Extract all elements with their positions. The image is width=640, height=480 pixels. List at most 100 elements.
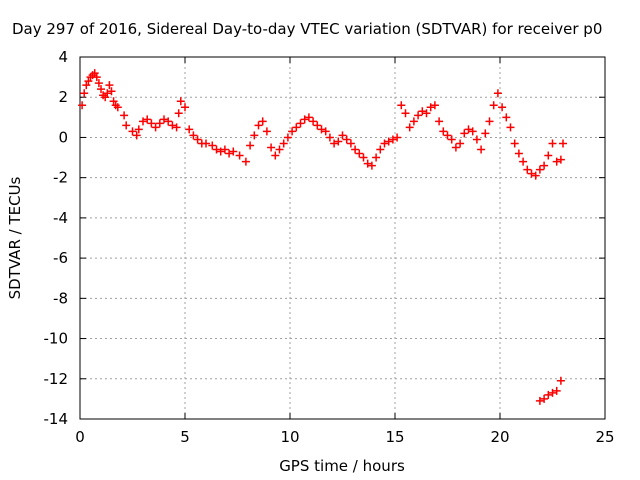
data-point	[246, 141, 255, 150]
data-point	[535, 165, 544, 174]
data-point	[414, 111, 423, 120]
data-point	[359, 153, 368, 162]
data-point	[78, 101, 87, 110]
data-point	[288, 127, 297, 136]
data-point	[84, 77, 93, 86]
data-point	[510, 139, 519, 148]
data-point	[103, 89, 112, 98]
data-point	[544, 151, 553, 160]
data-point	[506, 123, 515, 132]
y-tick-label: -8	[53, 289, 68, 307]
data-point	[367, 161, 376, 170]
data-point	[174, 109, 183, 118]
data-point	[172, 123, 181, 132]
data-point	[338, 131, 347, 140]
data-point	[401, 109, 410, 118]
data-point	[283, 133, 292, 142]
data-point	[418, 107, 427, 116]
data-point	[384, 137, 393, 146]
data-point	[168, 121, 177, 130]
data-point	[143, 115, 152, 124]
data-point	[151, 123, 160, 132]
data-point	[527, 169, 536, 178]
data-point	[262, 127, 271, 136]
x-tick-label: 15	[385, 428, 404, 446]
y-tick-label: 2	[58, 88, 68, 106]
data-point	[160, 115, 168, 124]
data-point	[330, 139, 339, 148]
grid	[80, 57, 605, 419]
y-tick-labels: 4 2 0 -2 -4 -6 -8 -10 -12 -14	[44, 48, 69, 428]
data-point	[472, 135, 481, 144]
data-point	[342, 135, 351, 144]
data-point	[271, 151, 280, 160]
data-point	[464, 125, 473, 134]
data-point	[363, 159, 372, 168]
data-point	[147, 119, 156, 128]
y-tick-label: -6	[53, 249, 68, 267]
data-point	[372, 153, 381, 162]
data-point	[317, 125, 326, 134]
data-point	[355, 149, 364, 158]
data-point	[477, 145, 486, 154]
data-point	[132, 131, 141, 140]
data-point	[548, 139, 557, 148]
data-point	[229, 147, 238, 156]
data-point	[300, 115, 309, 124]
data-point	[544, 390, 553, 399]
chart-title: Day 297 of 2016, Sidereal Day-to-day VTE…	[12, 20, 602, 38]
ticks	[79, 56, 606, 420]
data-point	[405, 123, 414, 132]
data-point	[485, 117, 494, 126]
data-point	[447, 135, 456, 144]
data-point	[380, 139, 389, 148]
data-point	[548, 388, 557, 397]
plot-frame	[79, 56, 606, 420]
data-point	[321, 127, 330, 136]
y-tick-label: -10	[44, 330, 69, 348]
data-point	[258, 117, 267, 126]
data-point	[435, 117, 444, 126]
data-point	[540, 161, 549, 170]
data-point	[220, 145, 229, 154]
x-tick-label: 25	[595, 428, 614, 446]
data-point	[514, 149, 523, 158]
data-point	[304, 113, 313, 122]
data-point	[279, 139, 288, 148]
data-point	[80, 89, 89, 98]
data-point	[552, 386, 561, 395]
x-axis-label: GPS time / hours	[279, 457, 405, 475]
data-point	[334, 137, 343, 146]
data-point	[113, 103, 122, 112]
y-axis-label: SDTVAR / TECUs	[6, 176, 24, 299]
data-point	[556, 376, 565, 385]
y-tick-label: -14	[44, 410, 69, 428]
y-tick-label: -12	[44, 370, 69, 388]
data-point	[181, 103, 189, 112]
x-tick-label: 0	[75, 428, 85, 446]
data-point	[388, 135, 397, 144]
data-points	[78, 69, 567, 405]
data-point	[97, 85, 105, 94]
data-point	[275, 145, 284, 154]
data-point	[128, 127, 137, 136]
data-point	[254, 121, 263, 130]
data-point	[430, 101, 439, 110]
data-point	[134, 125, 143, 134]
data-point	[82, 81, 91, 90]
data-point	[531, 171, 540, 180]
data-point	[409, 117, 418, 126]
y-tick-label: -4	[53, 209, 68, 227]
data-point	[481, 129, 490, 138]
data-point	[519, 157, 528, 166]
x-tick-label: 10	[280, 428, 299, 446]
x-tick-label: 20	[490, 428, 509, 446]
data-point	[498, 103, 507, 112]
data-point	[235, 151, 244, 160]
data-point	[212, 145, 221, 154]
data-point	[325, 133, 334, 142]
data-point	[422, 109, 431, 118]
data-point	[397, 101, 406, 110]
data-point	[468, 127, 477, 136]
